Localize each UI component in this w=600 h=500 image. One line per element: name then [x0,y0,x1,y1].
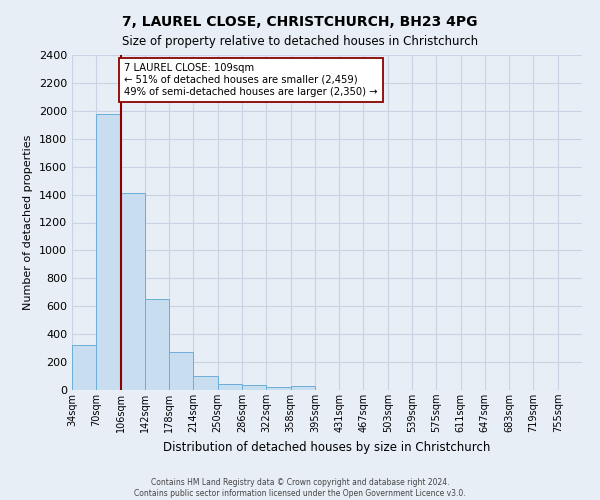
Bar [290,386,315,390]
Bar [169,352,193,390]
Text: 7, LAUREL CLOSE, CHRISTCHURCH, BH23 4PG: 7, LAUREL CLOSE, CHRISTCHURCH, BH23 4PG [122,15,478,29]
Bar [96,114,121,390]
Text: Contains HM Land Registry data © Crown copyright and database right 2024.
Contai: Contains HM Land Registry data © Crown c… [134,478,466,498]
Text: 7 LAUREL CLOSE: 109sqm
← 51% of detached houses are smaller (2,459)
49% of semi-: 7 LAUREL CLOSE: 109sqm ← 51% of detached… [124,64,378,96]
Bar [242,385,266,390]
Text: Size of property relative to detached houses in Christchurch: Size of property relative to detached ho… [122,35,478,48]
Bar [193,376,218,390]
X-axis label: Distribution of detached houses by size in Christchurch: Distribution of detached houses by size … [163,440,491,454]
Bar [145,300,169,390]
Bar [121,193,145,390]
Bar [72,344,96,390]
Bar [266,387,290,390]
Bar [218,384,242,390]
Y-axis label: Number of detached properties: Number of detached properties [23,135,34,310]
